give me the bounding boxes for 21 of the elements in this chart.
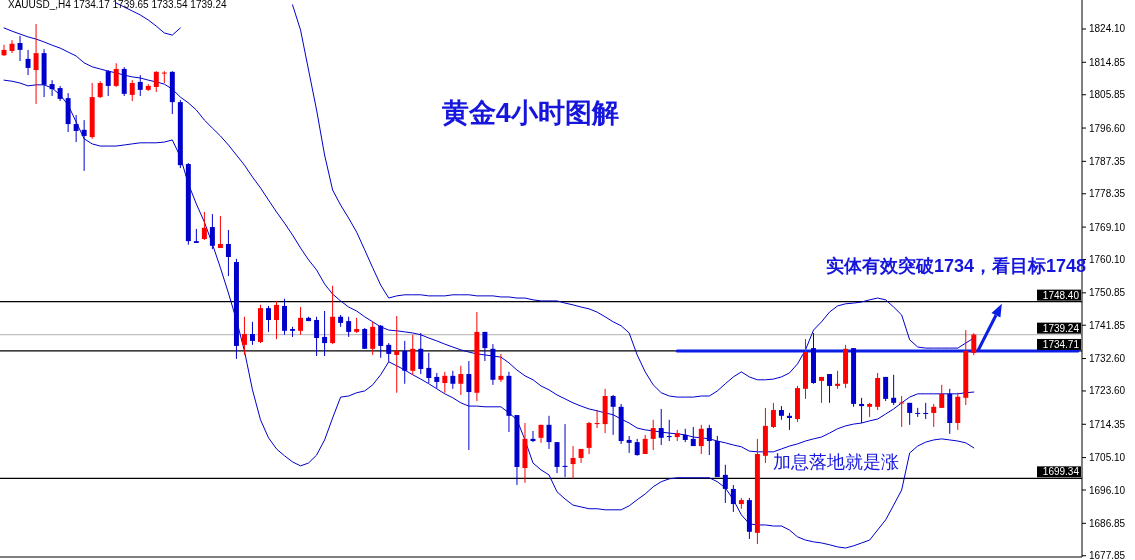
y-tick-label: 1723.60 [1089,385,1126,397]
y-tick-label: 1778.35 [1089,188,1126,200]
y-tick-label: 1805.85 [1089,89,1126,101]
y-tick-label: 1814.85 [1089,56,1126,68]
title: 黄金4小时图解 [441,98,619,128]
y-tick-label: 1796.60 [1089,122,1126,134]
y-tick-label: 1677.85 [1089,550,1126,560]
y-tick-label: 1686.85 [1089,517,1126,529]
annotation: 加息落地就是涨 [773,452,899,472]
y-tick-label: 1714.35 [1089,418,1126,430]
y-tick-label: 1732.60 [1089,353,1126,365]
y-tick-label: 1705.10 [1089,452,1126,464]
y-tick-label: 1769.10 [1089,221,1126,233]
y-tick-label: 1760.10 [1089,254,1126,265]
y-tick-label: 1696.10 [1089,484,1126,496]
y-tick-label: 1750.85 [1089,287,1126,299]
y-tick-label: 1741.85 [1089,319,1126,331]
annotation: 实体有效突破1734，看目标1748 [825,256,1086,276]
y-tick-label: 1787.35 [1089,155,1126,167]
y-tick-label: 1824.10 [1089,23,1126,35]
annotation: XAUUSD_,H4 1734.17 1739.65 1733.54 1739.24 [8,0,227,10]
